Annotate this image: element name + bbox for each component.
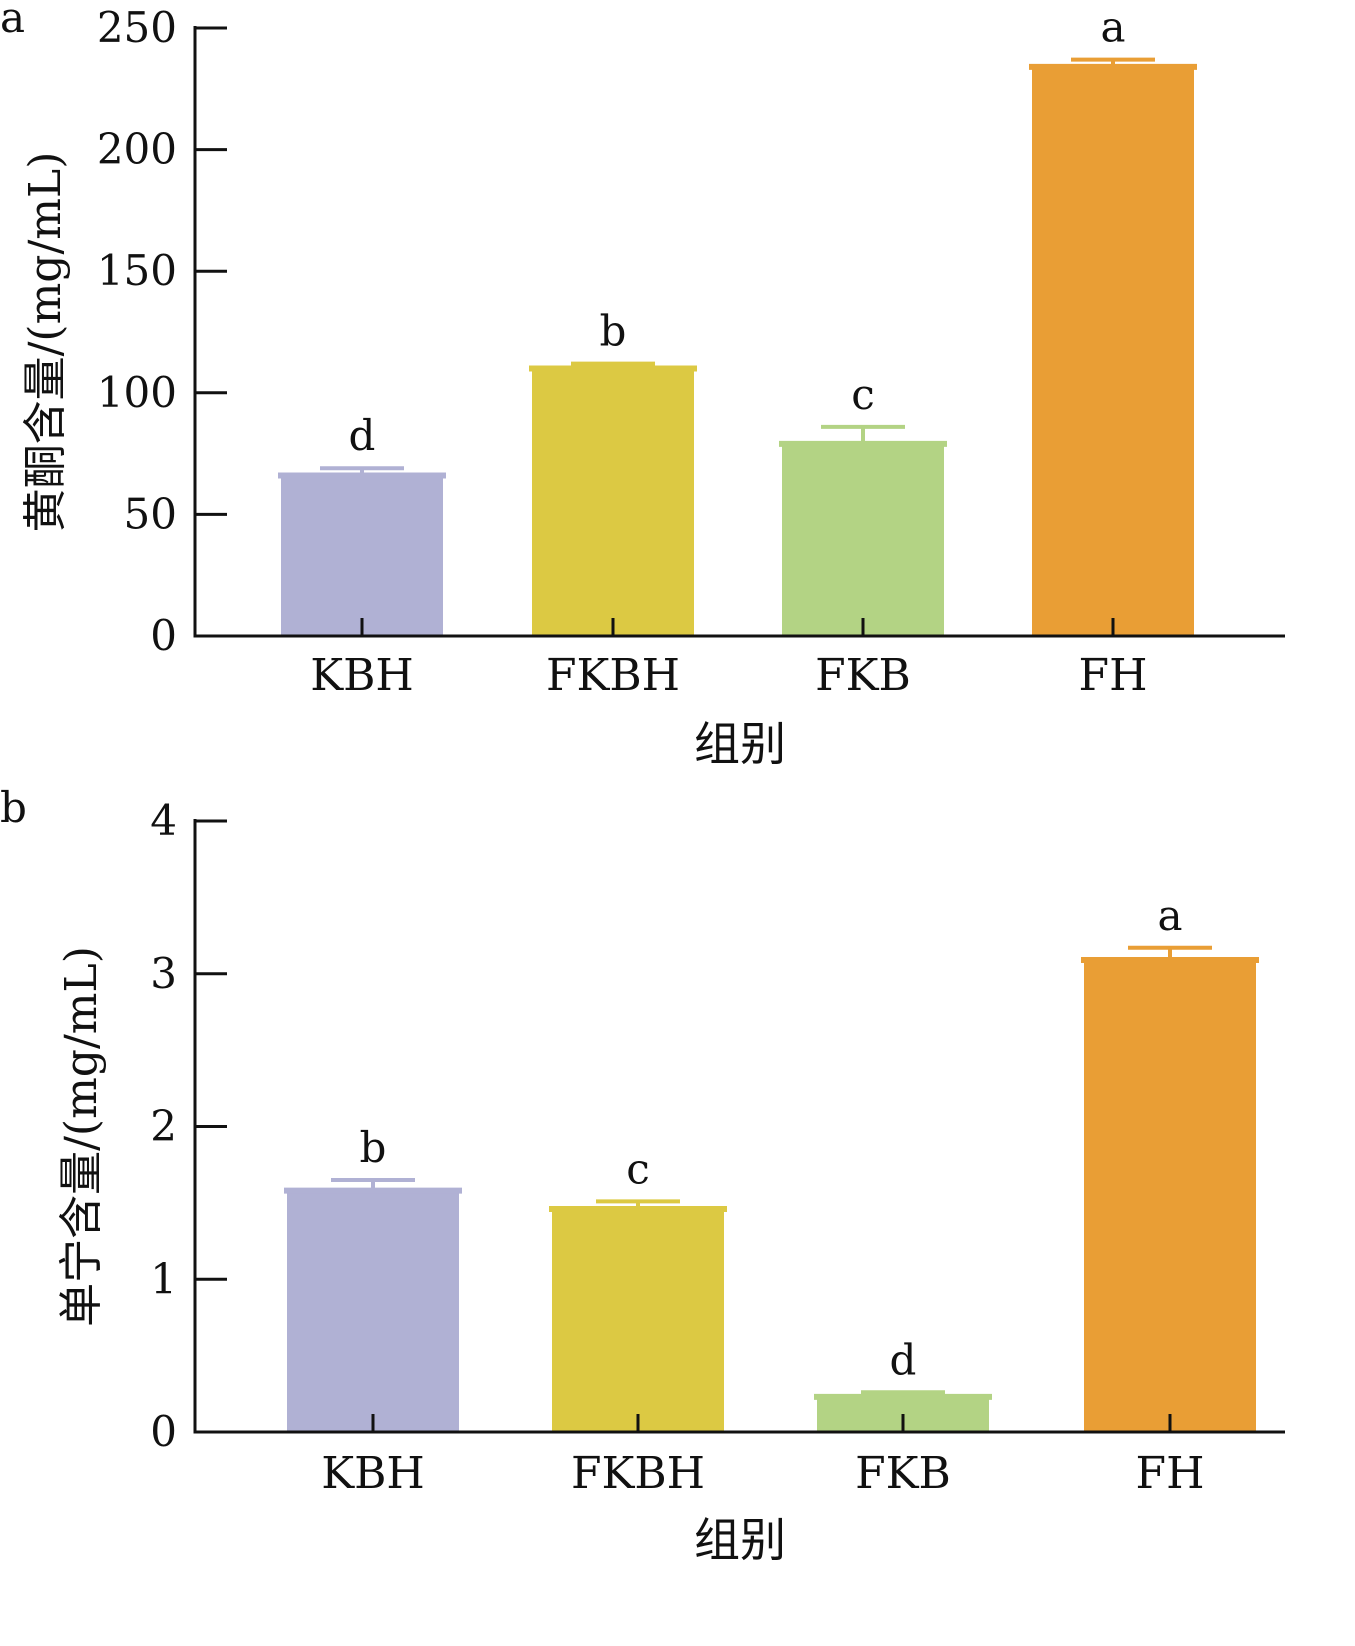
x-tick-label-fkb: FKB (855, 1448, 951, 1499)
x-tick-label-fh: FH (1079, 650, 1148, 701)
significance-label-fh: a (1157, 891, 1182, 940)
x-axis-title: 组别 (694, 1513, 786, 1567)
y-tick-label: 100 (97, 368, 177, 417)
y-tick-label: 0 (150, 1407, 177, 1456)
panel-label: b (0, 783, 27, 832)
significance-label-fkbh: b (600, 307, 627, 356)
x-axis-title: 组别 (694, 717, 786, 771)
y-tick-label: 4 (150, 796, 177, 845)
bar-kbh (281, 475, 443, 636)
x-tick-label-fkbh: FKBH (571, 1448, 705, 1499)
bar-fh (1084, 960, 1256, 1432)
y-tick-label: 150 (97, 246, 177, 295)
y-tick-label: 3 (150, 949, 177, 998)
significance-label-fkb: d (890, 1335, 917, 1384)
bar-fkbh (532, 368, 694, 636)
significance-label-fh: a (1100, 3, 1125, 52)
significance-label-fkbh: c (626, 1144, 650, 1193)
bar-fkbh (552, 1208, 724, 1432)
panel-a: a d KBH b FKBH c FKB a FH 0 50 100 150 200 250 黄酮含量/(mg… (0, 0, 1285, 771)
bar-fkb (782, 443, 944, 636)
panel-label: a (0, 0, 25, 42)
x-tick-label-kbh: KBH (310, 650, 414, 701)
x-tick-label-kbh: KBH (321, 1448, 425, 1499)
significance-label-fkb: c (851, 370, 875, 419)
y-tick-label: 1 (150, 1254, 177, 1303)
y-tick-label: 2 (150, 1102, 177, 1151)
panel-b: b b KBH c FKBH d FKB a FH 0 1 2 3 4 单宁含量/(mg/mL) 组别 (0, 783, 1285, 1567)
y-tick-label: 200 (97, 125, 177, 174)
y-tick-label: 0 (150, 611, 177, 660)
x-tick-label-fkbh: FKBH (546, 650, 680, 701)
bar-kbh (287, 1190, 459, 1432)
y-tick-label: 50 (124, 489, 177, 538)
x-tick-label-fkb: FKB (815, 650, 911, 701)
y-tick-label: 250 (97, 3, 177, 52)
significance-label-kbh: b (360, 1123, 387, 1172)
significance-label-kbh: d (349, 411, 376, 460)
y-axis-title: 单宁含量/(mg/mL) (56, 946, 107, 1327)
x-tick-label-fh: FH (1136, 1448, 1205, 1499)
bar-fh (1032, 66, 1194, 637)
y-axis-title: 黄酮含量/(mg/mL) (20, 152, 71, 533)
